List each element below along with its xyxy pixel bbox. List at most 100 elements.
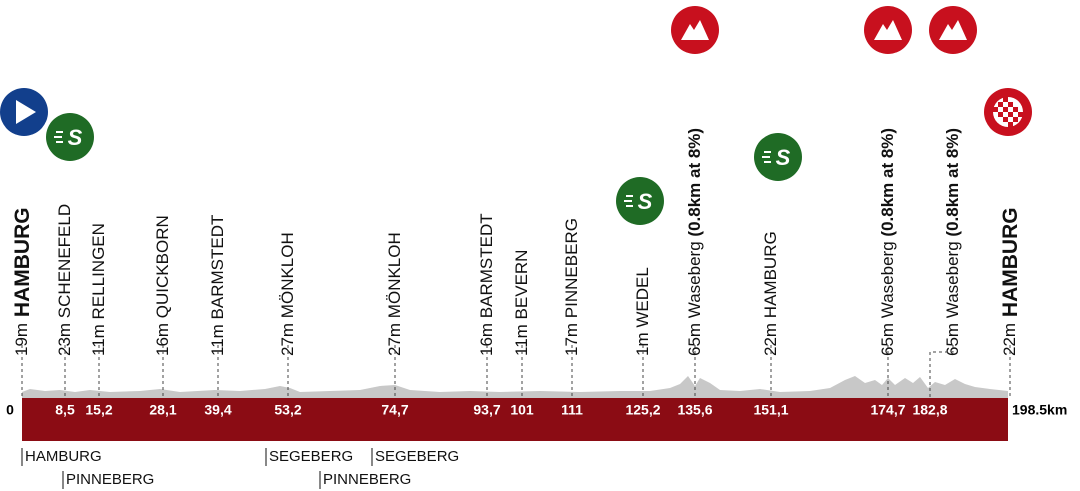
sprint-icon: S (46, 113, 94, 161)
icon-circle (46, 113, 94, 161)
climb-icon (864, 6, 912, 54)
km-label: 182,8 (912, 402, 947, 418)
icon-circle (616, 177, 664, 225)
elevation: 27m (385, 323, 404, 356)
place-name: QUICKBORN (153, 215, 172, 318)
place-name: BARMSTEDT (208, 215, 227, 320)
km-label: 74,7 (381, 402, 408, 418)
waypoint-label: 19m HAMBURG (11, 207, 34, 356)
place-name: BEVERN (512, 250, 531, 320)
km-label: 111 (561, 402, 583, 418)
elevation: 23m (55, 323, 74, 356)
start-km: 0 (6, 402, 14, 418)
waypoint-label: 22m HAMBURG (761, 231, 780, 356)
waypoint-label: 17m PINNEBERG (562, 218, 581, 356)
icon-glyph: S (638, 189, 653, 214)
place-name: WEDEL (633, 267, 652, 327)
leader-line (929, 345, 954, 398)
km-label: 151,1 (753, 402, 788, 418)
elevation: 11m (512, 324, 531, 356)
km-label: 39,4 (204, 402, 231, 418)
sprint-icon: S (754, 133, 802, 181)
icon-glyph (624, 195, 633, 207)
elevation: 22m (761, 323, 780, 356)
elevation: 65m (685, 323, 704, 356)
waypoint-label: 11m RELLINGEN (89, 223, 108, 356)
waypoint-label: 27m MÖNKLOH (385, 232, 404, 356)
waypoint-label: 16m BARMSTEDT (477, 213, 496, 356)
elevation: 27m (278, 323, 297, 356)
place-name: SCHENEFELD (55, 204, 74, 318)
place-name: Waseberg (878, 241, 897, 318)
place-name: HAMBURG (761, 231, 780, 318)
region-label: SEGEBERG (375, 448, 459, 465)
icon-glyph (16, 100, 36, 124)
elevation: 11m (89, 324, 108, 356)
waypoint-label: 65m Waseberg (0.8km at 8%) (685, 128, 704, 356)
place-name: HAMBURG (11, 207, 34, 317)
km-bar (22, 398, 1008, 441)
icon-glyph (54, 131, 63, 143)
km-label: 135,6 (677, 402, 712, 418)
place-name: Waseberg (943, 241, 962, 318)
icon-glyph: S (776, 145, 791, 170)
km-label: 125,2 (625, 402, 660, 418)
km-label: 28,1 (149, 402, 176, 418)
elevation: 16m (477, 323, 496, 356)
elevation: 1m (633, 332, 652, 356)
icon-check (1008, 122, 1013, 127)
waypoint-label: 23m SCHENEFELD (55, 204, 74, 356)
elevation: 22m (1000, 323, 1019, 356)
icon-check (1003, 117, 1008, 122)
climb-icon (671, 6, 719, 54)
icon-glyph (939, 20, 967, 40)
place-name: MÖNKLOH (385, 232, 404, 318)
icon-check (1003, 107, 1008, 112)
place-name: HAMBURG (999, 207, 1022, 317)
icon-check (998, 112, 1003, 117)
waypoint-label: 65m Waseberg (0.8km at 8%) (943, 128, 962, 356)
waypoint-label: 65m Waseberg (0.8km at 8%) (878, 128, 897, 356)
region-label: SEGEBERG (269, 448, 353, 465)
icon-glyph (681, 20, 709, 40)
waypoint-label: 22m HAMBURG (999, 207, 1022, 356)
icon-check (993, 107, 998, 112)
waypoint-label: 16m QUICKBORN (153, 215, 172, 356)
region-label: HAMBURG (25, 448, 102, 465)
icon-glyph (762, 151, 771, 163)
icon-glyph: S (68, 125, 83, 150)
elevation: 65m (943, 323, 962, 356)
climb-icon (929, 6, 977, 54)
km-label: 174,7 (870, 402, 905, 418)
km-label: 53,2 (274, 402, 301, 418)
start-icon (0, 88, 48, 136)
climb-detail: (0.8km at 8%) (685, 128, 704, 237)
sprint-icon: S (616, 177, 664, 225)
finish-icon (984, 88, 1032, 136)
elevation: 16m (153, 323, 172, 356)
km-label: 8,5 (55, 402, 75, 418)
km-label: 101 (510, 402, 534, 418)
waypoint-label: 11m BEVERN (512, 250, 531, 356)
icon-check (1003, 97, 1008, 102)
place-name: RELLINGEN (89, 223, 108, 319)
km-label: 93,7 (473, 402, 500, 418)
icon-check (998, 102, 1003, 107)
climb-detail: (0.8km at 8%) (943, 128, 962, 237)
icon-circle (754, 133, 802, 181)
place-name: Waseberg (685, 241, 704, 318)
region-label: PINNEBERG (66, 471, 154, 488)
waypoint-label: 27m MÖNKLOH (278, 232, 297, 356)
waypoint-label: 11m BARMSTEDT (208, 215, 227, 356)
km-label: 15,2 (85, 402, 112, 418)
icon-check (1018, 112, 1023, 117)
elevation: 11m (208, 324, 227, 356)
region-label: PINNEBERG (323, 471, 411, 488)
climb-detail: (0.8km at 8%) (878, 128, 897, 237)
place-name: PINNEBERG (562, 218, 581, 318)
waypoint-label: 1m WEDEL (633, 267, 652, 356)
icon-check (1013, 117, 1018, 122)
icon-check (1008, 112, 1013, 117)
elevation: 19m (12, 323, 31, 356)
